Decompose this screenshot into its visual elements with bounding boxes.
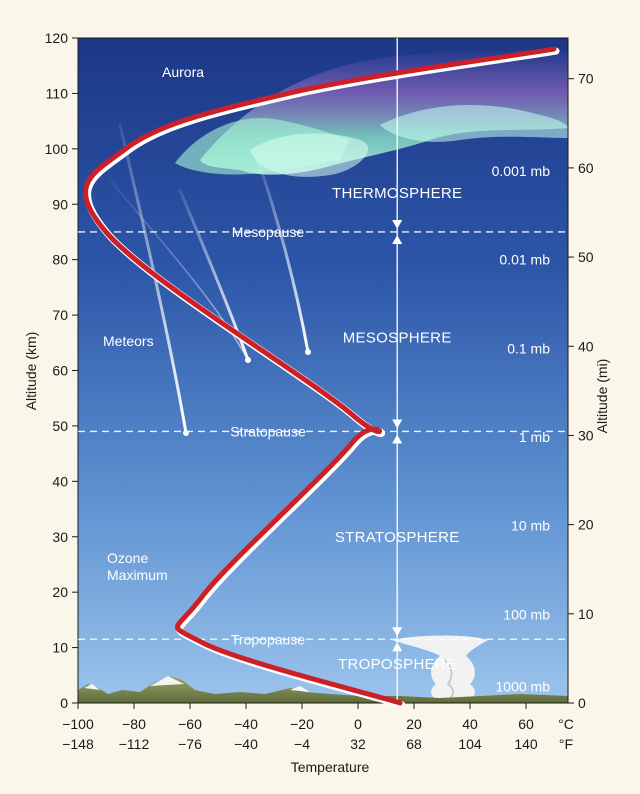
boundary-label: Mesopause: [232, 224, 305, 240]
fahrenheit-tick-label: 140: [514, 736, 538, 752]
left-axis-title: Altitude (km): [23, 332, 39, 411]
fahrenheit-tick-label: 32: [350, 736, 366, 752]
bottom-axis-temperature: −100−148−80−112−60−76−40−40−20−403220684…: [62, 703, 538, 752]
pressure-label: 0.1 mb: [507, 340, 550, 356]
celsius-tick-label: −20: [290, 716, 314, 732]
meteors-label: Meteors: [103, 333, 154, 349]
arrowhead-down: [392, 219, 403, 229]
celsius-tick-label: 20: [406, 716, 422, 732]
celsius-tick-label: −40: [234, 716, 258, 732]
arrowhead-down: [392, 419, 403, 429]
mi-tick-label: 40: [578, 338, 594, 354]
celsius-tick-label: −100: [62, 716, 94, 732]
km-tick-label: 60: [52, 363, 68, 379]
celsius-tick-label: −80: [122, 716, 146, 732]
layer-labels: TROPOSPHERE STRATOSPHERE MESOSPHERE THERMOS…: [332, 185, 462, 673]
layer-label: TROPOSPHERE: [338, 656, 456, 673]
km-tick-label: 0: [60, 695, 68, 711]
fahrenheit-tick-label: −76: [178, 736, 202, 752]
km-tick-label: 90: [52, 196, 68, 212]
fahrenheit-tick-label: −40: [234, 736, 258, 752]
layer-label: THERMOSPHERE: [332, 185, 462, 202]
ozone-label-line1: Ozone: [107, 550, 148, 566]
pressure-label: 1000 mb: [496, 678, 551, 694]
pressure-label: 1 mb: [519, 429, 550, 445]
boundary-label: Tropopause: [231, 631, 305, 647]
mi-tick-label: 0: [578, 695, 586, 711]
km-tick-label: 70: [52, 307, 68, 323]
pressure-label: 0.01 mb: [499, 252, 550, 268]
fahrenheit-tick-label: −4: [294, 736, 310, 752]
boundary-labels: Tropopause Stratopause Mesopause: [230, 224, 306, 647]
boundary-lines: [78, 231, 568, 640]
pressure-label: 100 mb: [503, 606, 550, 622]
arrowhead-up: [392, 234, 403, 244]
mi-tick-label: 70: [578, 71, 594, 87]
km-tick-label: 120: [45, 30, 69, 46]
aurora-label: Aurora: [162, 64, 204, 80]
aurora-illustration: [175, 48, 568, 177]
celsius-tick-label: −60: [178, 716, 202, 732]
mi-tick-label: 10: [578, 606, 594, 622]
arrowhead-up: [392, 642, 403, 652]
km-tick-label: 100: [45, 141, 69, 157]
km-tick-label: 10: [52, 640, 68, 656]
km-tick-label: 20: [52, 584, 68, 600]
fahrenheit-unit: °F: [559, 736, 573, 752]
temperature-profile: [83, 46, 560, 709]
right-axis-mi: 0 10 20 30 40 50 60 70: [568, 71, 594, 711]
pressure-labels: 1000 mb 100 mb 10 mb 1 mb 0.1 mb 0.01 mb 0.001…: [492, 163, 551, 694]
km-tick-label: 50: [52, 418, 68, 434]
arrowhead-down: [392, 627, 403, 637]
layer-label: STRATOSPHERE: [335, 529, 460, 546]
ground-terrain: [78, 676, 568, 703]
fahrenheit-tick-label: −112: [119, 736, 150, 752]
profile-line: [83, 46, 557, 706]
celsius-tick-label: 40: [462, 716, 478, 732]
pressure-label: 0.001 mb: [492, 163, 551, 179]
km-tick-label: 110: [46, 85, 69, 101]
left-axis-km: 0 10 20 30 40 50 60 70 80 90 100 110 120: [45, 30, 78, 711]
cumulonimbus-cloud: [392, 635, 488, 701]
fahrenheit-tick-label: 104: [458, 736, 482, 752]
celsius-tick-label: 60: [518, 716, 534, 732]
celsius-unit: °C: [558, 716, 574, 732]
layer-label: MESOSPHERE: [343, 329, 452, 346]
km-tick-label: 30: [52, 529, 68, 545]
km-tick-label: 80: [52, 252, 68, 268]
fahrenheit-tick-label: −148: [62, 736, 94, 752]
km-tick-label: 40: [52, 473, 68, 489]
boundary-label: Stratopause: [230, 423, 306, 439]
layer-arrows: [392, 38, 403, 703]
arrowhead-up: [392, 434, 403, 444]
mi-tick-label: 50: [578, 249, 594, 265]
mi-tick-label: 30: [578, 427, 594, 443]
x-axis-title: Temperature: [291, 759, 370, 775]
right-axis-title: Altitude (mi): [594, 359, 610, 434]
celsius-tick-label: 0: [354, 716, 362, 732]
fahrenheit-tick-label: 68: [406, 736, 422, 752]
mi-tick-label: 20: [578, 517, 594, 533]
mi-tick-label: 60: [578, 160, 594, 176]
pressure-label: 10 mb: [511, 518, 550, 534]
ozone-label-line2: Maximum: [107, 567, 168, 583]
